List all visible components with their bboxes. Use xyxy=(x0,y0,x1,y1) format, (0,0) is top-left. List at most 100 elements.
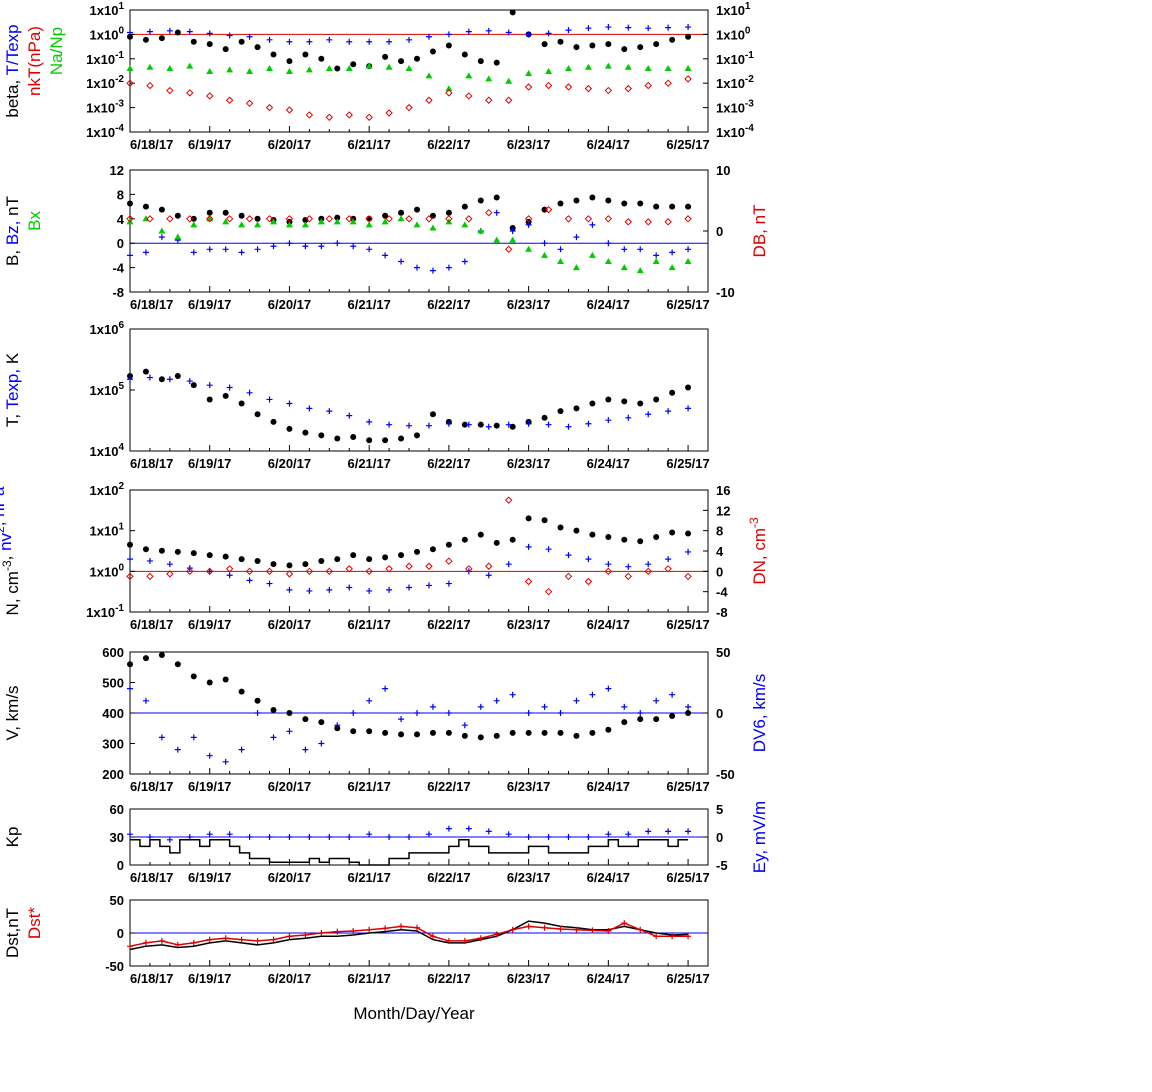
Dst-series-1-point xyxy=(238,936,245,943)
beta-series-2-point xyxy=(445,85,453,92)
N-x-tick-label: 6/18/17 xyxy=(130,617,173,632)
B-series-3-point xyxy=(445,215,453,223)
beta-series-2 xyxy=(126,62,692,92)
Dst-series-1-point xyxy=(222,935,229,942)
B-series-1-point xyxy=(461,258,468,265)
Kp-x-tick-label: 6/21/17 xyxy=(347,870,390,885)
beta-y-tick-label-exp: -1 xyxy=(115,50,124,61)
N-series-2-point xyxy=(644,567,652,576)
B-x-tick-label: 6/20/17 xyxy=(268,297,311,312)
beta-y2-tick-label-base: 1x10 xyxy=(716,52,745,67)
B-series-0-point xyxy=(174,212,181,219)
beta-series-1 xyxy=(127,24,692,45)
B-series-3-point xyxy=(644,218,652,226)
N-y2-axis-label-sup: -3 xyxy=(747,517,761,528)
V-series-0-point xyxy=(190,673,197,680)
beta-series-0-point xyxy=(557,38,564,45)
beta-series-3-point xyxy=(146,81,154,90)
N-series-2-point xyxy=(245,567,254,576)
N-series-0-point xyxy=(429,546,436,553)
N-series-2-point xyxy=(485,562,493,570)
beta-y-axis-label-part: T/Texp xyxy=(3,24,22,75)
beta-series-3-point xyxy=(166,86,174,95)
beta-y-tick-label-base: 1x10 xyxy=(86,76,115,91)
beta-series-0-point xyxy=(190,38,197,45)
V-series-0-point xyxy=(669,713,676,720)
B-series-3-point xyxy=(345,215,353,223)
B-y-axis-label-part: nT xyxy=(3,196,22,216)
V-series-1-point xyxy=(493,697,500,704)
T-series-0-point xyxy=(158,376,165,383)
Dst-series-1-point xyxy=(509,926,516,933)
T-series-0-point xyxy=(477,421,484,428)
Dst-series-1-point xyxy=(669,933,676,940)
beta-x-tick-label: 6/22/17 xyxy=(427,137,470,152)
B-series-2-point xyxy=(588,251,596,258)
B-series-1-point xyxy=(493,209,500,216)
beta-series-2-point xyxy=(285,68,293,75)
T-y-tick-label-base: 1x10 xyxy=(90,383,119,398)
Dst-x-tick-label: 6/25/17 xyxy=(666,971,709,986)
T-series-1-point xyxy=(525,420,532,427)
V-series-0-point xyxy=(477,734,484,741)
Dst-series-1-point xyxy=(477,935,484,942)
Kp-y2-tick-label: 0 xyxy=(716,830,723,845)
beta-series-0-point xyxy=(429,48,436,55)
V-y-tick-label: 400 xyxy=(102,706,124,721)
Dst-x-tick-label: 6/21/17 xyxy=(347,971,390,986)
Kp-x-tick-label: 6/20/17 xyxy=(268,870,311,885)
N-series-2-point xyxy=(504,496,513,504)
N-y-axis-label: N, cm-3, nv2, nPa xyxy=(0,486,22,615)
beta-series-0-point xyxy=(541,41,548,48)
B-series-0-point xyxy=(669,203,676,210)
beta-y-axis-label-3-part: Na/Np xyxy=(47,27,66,75)
B-y-axis-label-2: Bx xyxy=(25,211,44,231)
T-series-1-point xyxy=(445,420,452,427)
V-series-0-point xyxy=(254,697,261,704)
beta-x-tick-label: 6/20/17 xyxy=(268,137,311,152)
T-y-tick-label: 1x104 xyxy=(90,442,125,459)
V-series-0-point xyxy=(461,732,468,739)
Dst-series-1-point xyxy=(685,933,692,940)
T-x-tick-label: 6/22/17 xyxy=(427,456,470,471)
B-series-0-point xyxy=(637,200,644,207)
V-y2-axis-label: DV6, km/s xyxy=(750,674,769,752)
N-series-1-point xyxy=(206,568,213,575)
Kp-series-1 xyxy=(127,825,692,843)
T-x-tick-label: 6/21/17 xyxy=(347,456,390,471)
N-series-2-point xyxy=(345,565,353,573)
beta-series-1-point xyxy=(127,29,133,36)
beta-series-2-point xyxy=(604,62,612,69)
T-y-tick-label-exp: 4 xyxy=(118,442,124,453)
N-y-tick-label: 1x102 xyxy=(90,481,125,498)
beta-series-1-point xyxy=(266,36,273,43)
beta-y-tick-label-exp: 0 xyxy=(118,25,124,36)
T-series-0-point xyxy=(350,433,357,440)
beta-series-1-point xyxy=(645,25,652,32)
beta-y2-tick-label-base: 1x10 xyxy=(716,27,745,42)
V-x-tick-label: 6/24/17 xyxy=(587,779,630,794)
V-series-1-point xyxy=(270,734,277,741)
B-series-3-point xyxy=(405,215,413,223)
B-series-2 xyxy=(126,215,692,274)
V-x-tick-label: 6/23/17 xyxy=(507,779,550,794)
N-series-0-point xyxy=(445,541,452,548)
B-series-1-point xyxy=(238,249,245,256)
N-series-1-point xyxy=(485,572,492,579)
V-series-1-point xyxy=(589,691,596,698)
beta-series-0-point xyxy=(254,44,261,51)
B-series-1-point xyxy=(637,246,644,253)
B-series-0-point xyxy=(685,203,692,210)
beta-y2-tick-label-base: 1x10 xyxy=(716,101,745,116)
V-series-1-point xyxy=(573,697,580,704)
B-series-1-point xyxy=(541,240,548,247)
Kp-y2-axis-label: Ey, mV/m xyxy=(750,801,769,873)
V-x-tick-label: 6/21/17 xyxy=(347,779,390,794)
B-series-0-point xyxy=(589,194,596,201)
T-series-0-point xyxy=(461,421,468,428)
N-series-0-point xyxy=(238,556,245,563)
B-series-3-point xyxy=(564,215,573,223)
beta-series-3-point xyxy=(245,99,254,108)
beta-series-2-point xyxy=(405,65,413,72)
T-series-0-point xyxy=(621,398,628,405)
